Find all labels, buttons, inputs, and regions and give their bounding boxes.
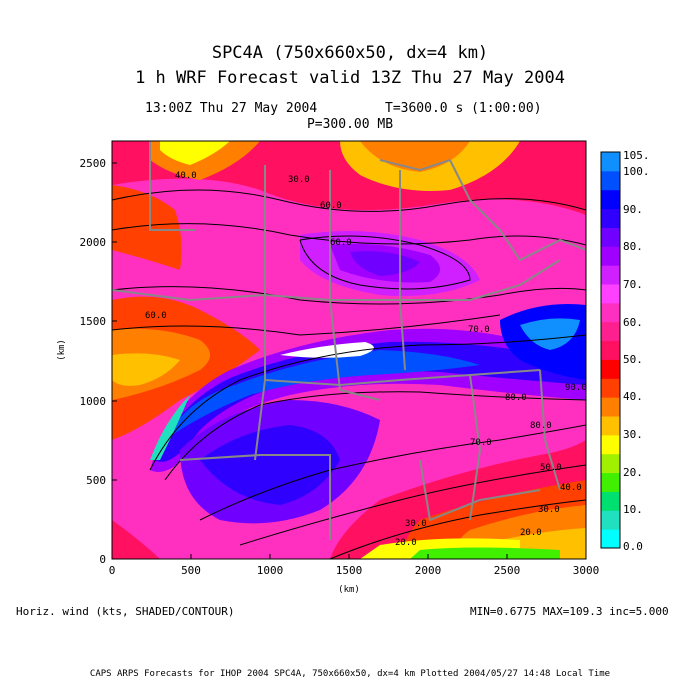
colorbar-segment xyxy=(601,378,620,398)
x-tick-label: 1000 xyxy=(257,564,284,577)
contour-label: 40.0 xyxy=(175,171,197,181)
colorbar-segment xyxy=(601,340,620,360)
colorbar-segment xyxy=(601,397,620,417)
political-boundaries xyxy=(112,141,586,540)
colorbar-segment xyxy=(601,416,620,436)
contour-label: 30.0 xyxy=(405,519,427,529)
colorbar-labels: 105. 100. 90. 80. 70. 60. 50. 40. 30. 20… xyxy=(623,149,650,553)
colorbar-segment xyxy=(601,434,620,455)
colorbar-segment xyxy=(601,208,620,228)
colorbar-label: 20. xyxy=(623,466,643,479)
contour-label: 90.0 xyxy=(565,383,587,393)
x-tick-label: 2000 xyxy=(415,564,442,577)
field-description: Horiz. wind (kts, SHADED/CONTOUR) xyxy=(16,605,235,618)
y-axis-ticks xyxy=(112,162,117,560)
footer-credit: CAPS ARPS Forecasts for IHOP 2004 SPC4A,… xyxy=(89,669,611,679)
contour-label: 30.0 xyxy=(538,505,560,515)
colorbar xyxy=(601,152,620,549)
y-tick-label: 0 xyxy=(99,553,106,566)
contour-label: 50.0 xyxy=(540,463,562,473)
colorbar-segment xyxy=(601,302,620,323)
forecast-time-label: T=3600.0 s (1:00:00) xyxy=(385,101,542,116)
colorbar-segment xyxy=(601,529,620,549)
x-tick-label: 3000 xyxy=(573,564,600,577)
y-tick-label: 500 xyxy=(86,474,106,487)
map-title-line1: SPC4A (750x660x50, dx=4 km) xyxy=(211,43,489,63)
x-tick-label: 500 xyxy=(181,564,201,577)
contour-label: 20.0 xyxy=(520,528,542,538)
colorbar-label: 100. xyxy=(623,165,650,178)
contour-label: 80.0 xyxy=(505,393,527,403)
colorbar-label: 40. xyxy=(623,390,643,403)
colorbar-label: 70. xyxy=(623,278,643,291)
colorbar-label: 60. xyxy=(623,316,643,329)
x-tick-label: 0 xyxy=(109,564,116,577)
y-tick-label: 2500 xyxy=(80,157,107,170)
x-axis-labels: 0 500 1000 1500 2000 2500 3000 (km) xyxy=(109,564,600,595)
contour-label: 40.0 xyxy=(560,483,582,493)
pressure-level-label: P=300.00 MB xyxy=(306,117,394,132)
colorbar-label: 0.0 xyxy=(623,540,643,553)
colorbar-label: 80. xyxy=(623,240,643,253)
colorbar-segment xyxy=(601,170,620,191)
colorbar-label: 90. xyxy=(623,203,643,216)
colorbar-label: 30. xyxy=(623,428,643,441)
contour-label: 20.0 xyxy=(395,538,417,548)
contour-label: 70.0 xyxy=(470,438,492,448)
colorbar-segment xyxy=(601,284,620,304)
contour-label: 70.0 xyxy=(468,325,490,335)
valid-time-label: 13:00Z Thu 27 May 2004 xyxy=(145,101,318,116)
colorbar-segment xyxy=(601,265,620,285)
contour-label: 60.0 xyxy=(320,201,342,211)
map-title-line2: 1 h WRF Forecast valid 13Z Thu 27 May 20… xyxy=(135,68,565,88)
field-stats: MIN=0.6775 MAX=109.3 inc=5.000 xyxy=(470,605,669,618)
y-tick-label: 2000 xyxy=(80,236,107,249)
shaded-field xyxy=(112,141,586,559)
colorbar-segment xyxy=(601,472,620,492)
colorbar-segment xyxy=(601,246,620,266)
x-axis-ticks xyxy=(111,554,587,559)
colorbar-segment xyxy=(601,491,620,511)
x-tick-label: 1500 xyxy=(336,564,363,577)
colorbar-label: 10. xyxy=(623,503,643,516)
contour-label: 30.0 xyxy=(288,175,310,185)
y-tick-label: 1500 xyxy=(80,315,107,328)
colorbar-segment xyxy=(601,321,620,342)
contour-labels: 40.0 30.0 60.0 60.0 70.0 60.0 80.0 70.0 … xyxy=(145,171,587,548)
y-axis-labels: 0 500 1000 1500 2000 2500 xyxy=(80,157,107,566)
x-axis-title: (km) xyxy=(338,585,360,595)
colorbar-segment xyxy=(601,227,620,247)
colorbar-segment xyxy=(601,453,620,474)
contour-label: 80.0 xyxy=(530,421,552,431)
colorbar-label: 50. xyxy=(623,353,643,366)
colorbar-segment xyxy=(601,510,620,530)
y-tick-label: 1000 xyxy=(80,395,107,408)
contour-label: 60.0 xyxy=(330,238,352,248)
colorbar-segment xyxy=(601,189,620,210)
x-tick-label: 2500 xyxy=(494,564,521,577)
y-axis-title: (km) xyxy=(57,339,67,361)
colorbar-segment xyxy=(601,359,620,379)
colorbar-segment xyxy=(601,152,620,172)
colorbar-label: 105. xyxy=(623,149,650,162)
contour-label: 60.0 xyxy=(145,311,167,321)
colorbar-frame xyxy=(600,151,621,549)
